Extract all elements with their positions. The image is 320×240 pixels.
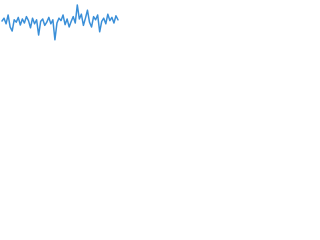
sparkline bbox=[1, 4, 119, 41]
line bbox=[1, 4, 119, 41]
